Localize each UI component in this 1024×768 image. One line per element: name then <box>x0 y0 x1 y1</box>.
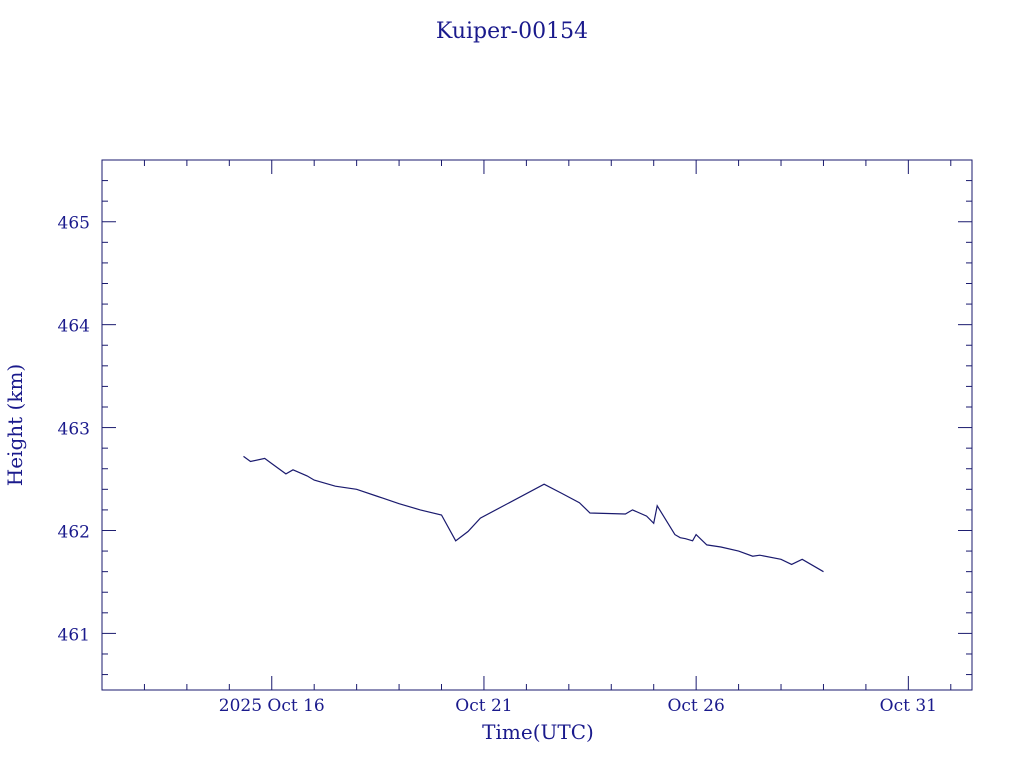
y-axis-label: Height (km) <box>3 364 27 486</box>
y-tick-labels: 461 462 463 464 465 <box>58 214 90 646</box>
x-tick-labels: 2025 Oct 16 Oct 21 Oct 26 Oct 31 <box>219 696 937 716</box>
y-tick-label: 461 <box>58 625 90 645</box>
x-tick-label: 2025 Oct 16 <box>219 696 325 716</box>
tick-marks <box>101 159 972 690</box>
x-tick-label: Oct 31 <box>880 696 937 716</box>
x-tick-label: Oct 26 <box>667 696 724 716</box>
x-tick-label: Oct 21 <box>455 696 512 716</box>
series-line-height <box>243 455 824 573</box>
chart-title: Kuiper-00154 <box>436 19 588 44</box>
y-tick-label: 463 <box>58 420 90 440</box>
x-axis-label: Time(UTC) <box>482 720 594 744</box>
plot-frame <box>101 159 973 691</box>
y-tick-label: 462 <box>58 522 90 542</box>
y-tick-label: 465 <box>58 214 90 234</box>
y-tick-label: 464 <box>58 317 90 337</box>
